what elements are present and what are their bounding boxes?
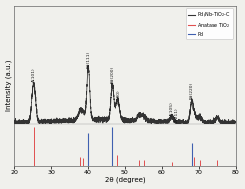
Text: A(200): A(200) — [117, 90, 121, 104]
Text: A(105): A(105) — [170, 101, 174, 116]
Legend: Pd/Nb-TiO$_2$-C, Anatase TiO$_2$, Pd: Pd/Nb-TiO$_2$-C, Anatase TiO$_2$, Pd — [186, 8, 233, 39]
Text: Pd(111): Pd(111) — [86, 51, 90, 68]
Y-axis label: Intensity (a.u.): Intensity (a.u.) — [6, 60, 12, 111]
X-axis label: 2θ (degree): 2θ (degree) — [105, 177, 145, 184]
Text: Pd(220): Pd(220) — [190, 82, 194, 99]
Text: A(101): A(101) — [32, 67, 36, 82]
Text: Pd(200): Pd(200) — [110, 66, 114, 83]
Text: A(211): A(211) — [175, 108, 179, 122]
